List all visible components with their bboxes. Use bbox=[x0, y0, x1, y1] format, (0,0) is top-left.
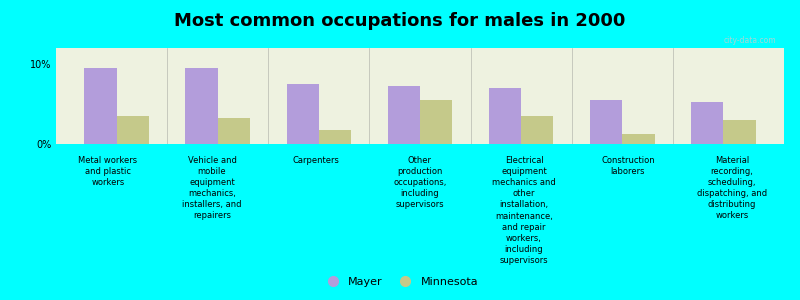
Text: Construction
laborers: Construction laborers bbox=[601, 156, 655, 176]
Text: Material
recording,
scheduling,
dispatching, and
distributing
workers: Material recording, scheduling, dispatch… bbox=[697, 156, 767, 220]
Bar bbox=[218, 118, 250, 144]
Bar bbox=[723, 120, 756, 144]
Text: Other
production
occupations,
including
supervisors: Other production occupations, including … bbox=[394, 156, 446, 209]
Text: Vehicle and
mobile
equipment
mechanics,
installers, and
repairers: Vehicle and mobile equipment mechanics, … bbox=[182, 156, 242, 220]
Text: Most common occupations for males in 2000: Most common occupations for males in 200… bbox=[174, 12, 626, 30]
Text: city-data.com: city-data.com bbox=[723, 36, 776, 45]
Bar bbox=[286, 84, 319, 144]
Bar bbox=[590, 100, 622, 144]
Bar bbox=[388, 86, 420, 144]
Bar bbox=[691, 102, 723, 144]
Bar bbox=[319, 130, 351, 144]
Bar bbox=[521, 116, 554, 144]
Legend: Mayer, Minnesota: Mayer, Minnesota bbox=[318, 273, 482, 291]
Bar bbox=[420, 100, 452, 144]
Text: Carpenters: Carpenters bbox=[293, 156, 339, 165]
Bar bbox=[186, 68, 218, 144]
Text: Electrical
equipment
mechanics and
other
installation,
maintenance,
and repair
w: Electrical equipment mechanics and other… bbox=[492, 156, 556, 265]
Bar bbox=[489, 88, 521, 144]
Bar bbox=[622, 134, 654, 144]
Bar bbox=[84, 68, 117, 144]
Bar bbox=[117, 116, 149, 144]
Text: Metal workers
and plastic
workers: Metal workers and plastic workers bbox=[78, 156, 138, 187]
